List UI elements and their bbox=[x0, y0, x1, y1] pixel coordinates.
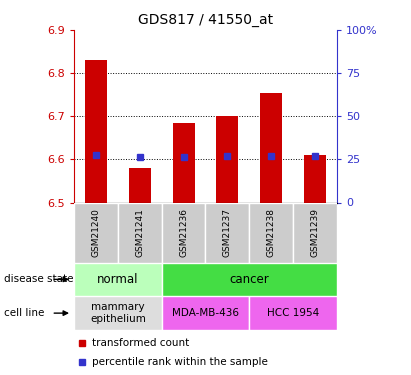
Text: GSM21240: GSM21240 bbox=[91, 208, 100, 257]
Bar bbox=[304, 155, 326, 203]
Text: MDA-MB-436: MDA-MB-436 bbox=[172, 308, 239, 318]
Text: percentile rank within the sample: percentile rank within the sample bbox=[92, 357, 268, 368]
Bar bbox=[85, 60, 107, 202]
FancyBboxPatch shape bbox=[162, 296, 249, 330]
Text: GSM21241: GSM21241 bbox=[135, 208, 144, 257]
FancyBboxPatch shape bbox=[249, 202, 293, 262]
FancyBboxPatch shape bbox=[74, 202, 118, 262]
FancyBboxPatch shape bbox=[74, 262, 162, 296]
Bar bbox=[173, 123, 194, 202]
Text: mammary
epithelium: mammary epithelium bbox=[90, 302, 146, 324]
Text: HCC 1954: HCC 1954 bbox=[267, 308, 319, 318]
FancyBboxPatch shape bbox=[162, 202, 206, 262]
Text: disease state: disease state bbox=[4, 274, 74, 284]
FancyBboxPatch shape bbox=[206, 202, 249, 262]
Text: transformed count: transformed count bbox=[92, 338, 189, 348]
Bar bbox=[129, 168, 151, 202]
Text: GSM21237: GSM21237 bbox=[223, 208, 232, 257]
FancyBboxPatch shape bbox=[293, 202, 337, 262]
Text: normal: normal bbox=[97, 273, 139, 286]
Bar bbox=[217, 116, 238, 202]
Text: cell line: cell line bbox=[4, 308, 44, 318]
Text: GDS817 / 41550_at: GDS817 / 41550_at bbox=[138, 13, 273, 27]
Text: GSM21238: GSM21238 bbox=[267, 208, 276, 257]
FancyBboxPatch shape bbox=[162, 262, 337, 296]
FancyBboxPatch shape bbox=[118, 202, 162, 262]
Text: GSM21239: GSM21239 bbox=[311, 208, 320, 257]
Text: GSM21236: GSM21236 bbox=[179, 208, 188, 257]
Text: cancer: cancer bbox=[229, 273, 269, 286]
FancyBboxPatch shape bbox=[74, 296, 162, 330]
Bar bbox=[260, 93, 282, 202]
FancyBboxPatch shape bbox=[249, 296, 337, 330]
